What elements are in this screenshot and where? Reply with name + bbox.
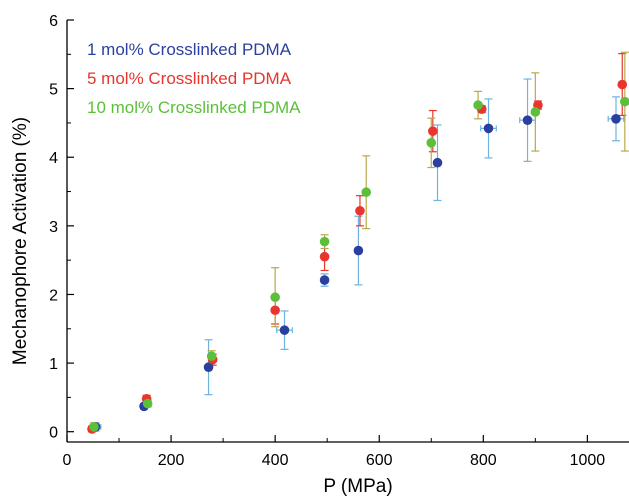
data-point	[361, 187, 372, 198]
data-point	[319, 275, 330, 285]
x-tick-label: 0	[63, 452, 72, 469]
data-point	[428, 126, 438, 136]
data-point	[426, 138, 437, 148]
data-point	[617, 79, 628, 90]
legend: 1 mol% Crosslinked PDMA 5 mol% Crosslinke…	[87, 40, 301, 117]
data-point	[270, 305, 280, 316]
y-axis-title: Mechanophore Activation (%)	[10, 117, 31, 365]
x-ticks: 0 200 400 600 800 1000	[63, 435, 606, 469]
data-point	[279, 325, 290, 335]
y-tick-label: 5	[49, 82, 58, 99]
y-ticks: 0 1 2 3 4 5 6	[49, 13, 74, 442]
data-point	[432, 157, 443, 168]
data-point	[270, 292, 280, 303]
x-tick-label: 400	[262, 452, 289, 469]
data-point	[203, 362, 214, 373]
data-point	[522, 115, 533, 125]
legend-entry: 10 mol% Crosslinked PDMA	[87, 98, 301, 117]
data-point	[353, 245, 364, 256]
data-point	[355, 205, 365, 216]
data-point	[473, 100, 483, 110]
y-tick-label: 1	[49, 356, 58, 373]
x-axis-title: P (MPa)	[323, 476, 392, 497]
y-tick-label: 6	[49, 13, 58, 30]
data-points	[87, 79, 629, 434]
data-point	[319, 251, 330, 262]
data-point	[319, 236, 330, 247]
y-tick-label: 2	[49, 287, 58, 304]
data-point	[206, 351, 217, 362]
data-point	[483, 123, 494, 134]
data-point	[142, 398, 153, 409]
x-tick-label: 1000	[570, 452, 606, 469]
y-tick-label: 4	[49, 150, 58, 167]
data-point	[611, 114, 621, 124]
x-tick-label: 600	[366, 452, 393, 469]
x-tick-label: 200	[158, 452, 185, 469]
data-point	[620, 96, 629, 107]
y-tick-label: 3	[49, 219, 58, 236]
y-tick-label: 0	[49, 425, 58, 442]
data-point	[89, 422, 99, 432]
data-point	[530, 107, 541, 117]
x-tick-label: 800	[470, 452, 497, 469]
legend-entry: 5 mol% Crosslinked PDMA	[87, 69, 292, 88]
legend-entry: 1 mol% Crosslinked PDMA	[87, 40, 292, 59]
